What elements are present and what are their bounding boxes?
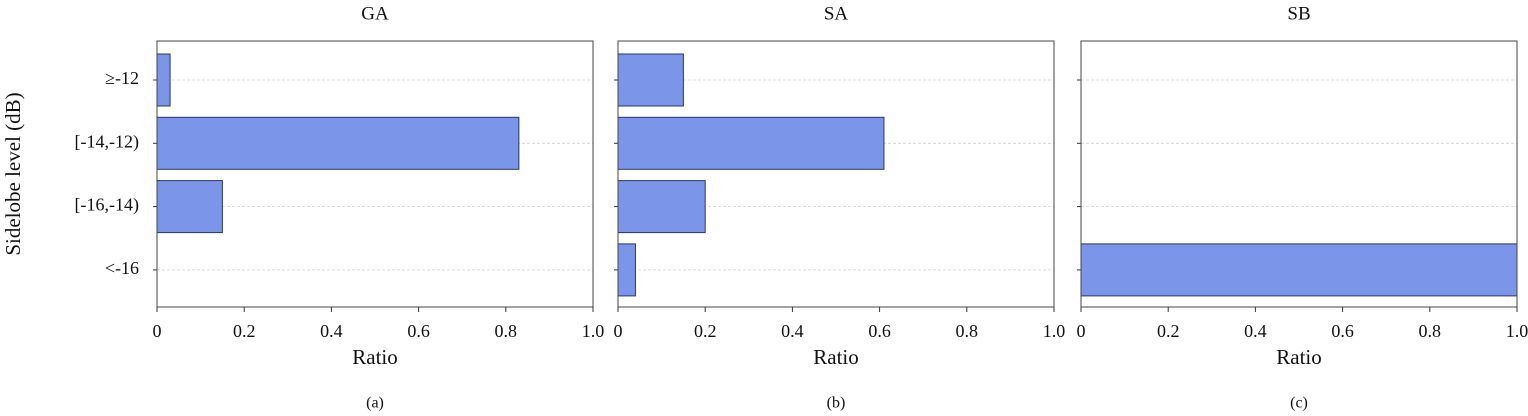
- panel-caption: (c): [1290, 395, 1308, 412]
- bar: [617, 116, 885, 170]
- x-tick-label: 1.0: [582, 321, 605, 341]
- x-axis-label: Ratio: [813, 345, 859, 369]
- bar: [617, 53, 684, 107]
- x-tick-label: 0.8: [956, 321, 979, 341]
- panel-caption: (a): [366, 395, 384, 412]
- x-tick-label: 0.2: [233, 321, 256, 341]
- x-tick-label: 0.4: [1244, 321, 1267, 341]
- x-tick-label: 0.4: [320, 321, 343, 341]
- panel-title: GA: [361, 3, 389, 24]
- x-axis-label: Ratio: [352, 345, 398, 369]
- panel-title: SA: [824, 3, 849, 24]
- y-tick-label: ≥-12: [105, 68, 139, 88]
- x-axis-label: Ratio: [1276, 345, 1322, 369]
- panel-title: SB: [1287, 3, 1310, 24]
- plot-frame: [156, 40, 594, 308]
- x-tick-label: 0.2: [694, 321, 717, 341]
- plot-frame: [1080, 40, 1518, 308]
- x-tick-label: 1.0: [1506, 321, 1528, 341]
- plot-frame: [617, 40, 1055, 308]
- x-tick-label: 0.4: [781, 321, 804, 341]
- bar: [156, 116, 520, 170]
- y-tick-label: <-16: [105, 258, 139, 278]
- x-tick-label: 0: [1077, 321, 1086, 341]
- y-tick-label: [-16,-14): [75, 195, 139, 216]
- y-tick-label: [-14,-12): [75, 131, 139, 152]
- x-tick-label: 0: [153, 321, 162, 341]
- x-tick-label: 0.8: [1419, 321, 1442, 341]
- x-tick-label: 0.2: [1157, 321, 1180, 341]
- x-tick-label: 0: [614, 321, 623, 341]
- x-tick-label: 0.6: [868, 321, 891, 341]
- x-tick-label: 0.6: [1331, 321, 1354, 341]
- bar: [617, 180, 706, 234]
- panel-caption: (b): [827, 395, 846, 412]
- bar: [156, 180, 223, 234]
- x-tick-label: 0.8: [495, 321, 518, 341]
- bar: [617, 243, 636, 297]
- bar: [1080, 243, 1518, 297]
- bar: [156, 53, 171, 107]
- y-axis-label: Sidelobe level (dB): [1, 92, 25, 255]
- x-tick-label: 0.6: [407, 321, 430, 341]
- x-tick-label: 1.0: [1043, 321, 1066, 341]
